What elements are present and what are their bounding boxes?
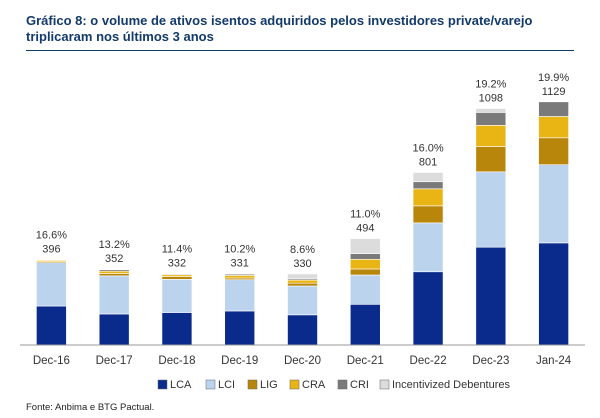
bar-segment-cra-dec-21 <box>349 258 381 270</box>
bar-segment-incentivized-debentures-dec-20 <box>287 273 318 280</box>
bar-segment-lci-dec-16 <box>36 262 67 307</box>
bar-segment-lci-dec-20 <box>287 285 318 316</box>
bar-segment-lig-dec-20 <box>287 282 318 287</box>
percent-label-dec-20: 8.6% <box>290 244 315 256</box>
total-label-dec-18: 332 <box>168 257 186 269</box>
bar-segment-lca-dec-16 <box>36 305 67 346</box>
legend-swatch-lci <box>205 379 216 390</box>
bar-segment-cri-dec-21 <box>349 253 381 260</box>
bar-segment-cra-dec-17 <box>98 270 130 274</box>
bar-segment-lca-jan-24 <box>538 242 569 346</box>
bar-segment-cra-dec-20 <box>287 279 318 284</box>
percent-label-dec-18: 11.4% <box>162 243 193 255</box>
bar-segment-cri-dec-16 <box>36 259 67 261</box>
total-label-dec-17: 352 <box>105 253 123 265</box>
bar-segment-cra-dec-23 <box>475 125 507 147</box>
total-label-dec-19: 331 <box>231 258 249 270</box>
percent-label-dec-21: 11.0% <box>350 209 381 221</box>
data-labels-group: 396 16.6% 352 13.2% 332 11.4% 331 10.2% 330 8.6% 4… <box>36 72 570 270</box>
bar-segment-lig-dec-23 <box>475 146 507 173</box>
bar-segment-lca-dec-17 <box>98 313 130 346</box>
chart-title: Gráfico 8: o volume de ativos isentos ad… <box>26 13 533 44</box>
bar-segment-incentivized-debentures-dec-22 <box>412 172 444 183</box>
legend-swatch-incentivized-debentures <box>379 379 390 390</box>
legend-label-lca: LCA <box>170 379 192 391</box>
legend: LCA LCI LIG CRA CRI Incentivized Debentures <box>157 379 511 391</box>
legend-swatch-cra <box>289 379 300 390</box>
legend-swatch-lig <box>247 379 258 390</box>
total-label-dec-21: 494 <box>356 223 374 235</box>
bar-segment-lca-dec-23 <box>475 246 507 346</box>
percent-label-jan-24: 19.9% <box>538 72 569 84</box>
bar-segment-lci-dec-22 <box>412 222 444 273</box>
bar-segment-lca-dec-19 <box>224 310 256 346</box>
x-tick-label-dec-19: Dec-19 <box>221 355 258 367</box>
bar-segment-lca-dec-22 <box>412 271 444 346</box>
legend-label-cri: CRI <box>350 379 369 391</box>
bar-segment-lig-dec-18 <box>161 276 193 280</box>
x-tick-label-dec-23: Dec-23 <box>472 355 509 367</box>
percent-label-dec-19: 10.2% <box>224 244 255 256</box>
x-tick-label-dec-18: Dec-18 <box>158 355 195 367</box>
percent-label-dec-17: 13.2% <box>99 239 130 251</box>
x-tick-label-dec-17: Dec-17 <box>96 355 133 367</box>
total-label-dec-22: 801 <box>419 156 437 168</box>
bar-segment-cra-jan-24 <box>538 116 569 139</box>
bars-group <box>36 101 569 346</box>
x-tick-label-dec-16: Dec-16 <box>33 355 70 367</box>
bar-segment-lig-dec-17 <box>98 273 130 277</box>
total-label-jan-24: 1129 <box>542 86 566 98</box>
bar-segment-lca-dec-20 <box>287 314 318 346</box>
x-tick-label-dec-21: Dec-21 <box>347 355 384 367</box>
bar-segment-cra-dec-19 <box>224 275 256 279</box>
bar-segment-lca-dec-18 <box>161 312 193 346</box>
bar-segment-incentivized-debentures-dec-23 <box>475 108 507 113</box>
bar-segment-lig-jan-24 <box>538 137 569 166</box>
bar-segment-lci-jan-24 <box>538 164 569 244</box>
legend-swatch-cri <box>337 379 348 390</box>
percent-label-dec-23: 19.2% <box>475 79 506 91</box>
bar-segment-lci-dec-21 <box>349 274 381 305</box>
source-note: Fonte: Anbima e BTG Pactual. <box>26 402 155 413</box>
legend-label-lci: LCI <box>218 379 235 391</box>
bar-segment-cri-dec-22 <box>412 181 444 190</box>
stacked-bar-chart: 396 16.6% 352 13.2% 332 11.4% 331 10.2% 330 8.6% 4… <box>20 72 585 391</box>
legend-label-incentivized-debentures: Incentivized Debentures <box>392 379 511 391</box>
bar-segment-lig-dec-21 <box>349 268 381 276</box>
bar-segment-lci-dec-19 <box>224 279 256 312</box>
bar-segment-lci-dec-18 <box>161 279 193 313</box>
bar-segment-cri-jan-24 <box>538 101 569 117</box>
bar-segment-cri-dec-23 <box>475 112 507 126</box>
percent-label-dec-22: 16.0% <box>412 142 443 154</box>
x-tick-label-dec-20: Dec-20 <box>284 355 321 367</box>
total-label-dec-16: 396 <box>42 244 60 256</box>
bar-segment-incentivized-debentures-dec-21 <box>349 238 381 254</box>
legend-swatch-lca <box>157 379 168 390</box>
x-tick-label-jan-24: Jan-24 <box>536 355 572 367</box>
bar-segment-lci-dec-17 <box>98 275 130 315</box>
bar-segment-lca-dec-21 <box>349 303 381 346</box>
percent-label-dec-16: 16.6% <box>36 230 67 242</box>
total-label-dec-20: 330 <box>293 258 311 270</box>
bar-segment-lci-dec-23 <box>475 171 507 248</box>
x-tick-labels-group: Dec-16 Dec-17 Dec-18 Dec-19 Dec-20 Dec-21 Dec-… <box>33 355 572 367</box>
total-label-dec-23: 1098 <box>479 93 503 105</box>
bar-segment-lig-dec-22 <box>412 205 444 224</box>
title-divider <box>26 50 574 51</box>
x-tick-label-dec-22: Dec-22 <box>410 355 447 367</box>
legend-label-lig: LIG <box>260 379 278 391</box>
legend-label-cra: CRA <box>302 379 326 391</box>
bar-segment-cra-dec-22 <box>412 188 444 207</box>
